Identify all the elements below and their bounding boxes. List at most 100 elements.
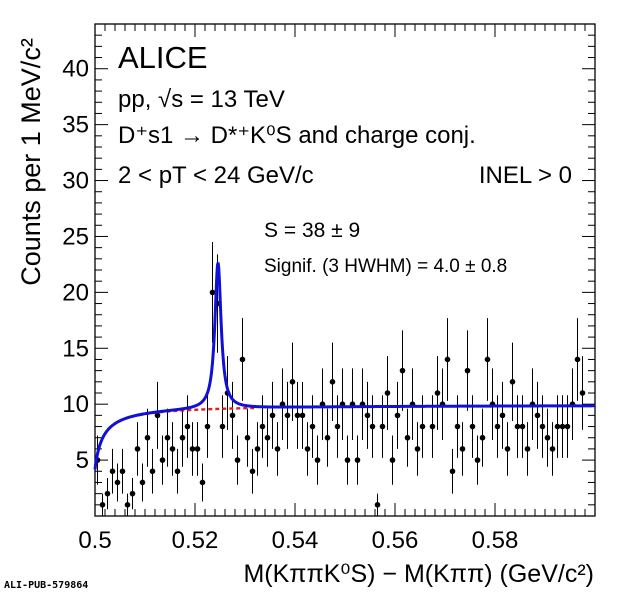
pt-range-label: 2 < pT < 24 GeV/c xyxy=(118,162,314,189)
data-point xyxy=(544,434,551,441)
y-tick-label: 25 xyxy=(62,223,89,250)
x-tick-label: 0.5 xyxy=(78,527,111,554)
data-point xyxy=(494,423,501,430)
data-point xyxy=(479,434,486,441)
data-point xyxy=(379,423,386,430)
data-point xyxy=(239,356,246,363)
data-point xyxy=(109,468,116,475)
data-point xyxy=(574,356,581,363)
decay-channel-label: D⁺s1 → D*⁺K⁰S and charge conj. xyxy=(118,122,476,149)
data-point xyxy=(499,412,506,419)
data-point xyxy=(554,423,561,430)
data-point xyxy=(264,434,271,441)
data-point xyxy=(539,423,546,430)
x-tick-label: 0.52 xyxy=(172,527,219,554)
x-axis-title: M(KππK⁰S) − M(Kππ) (GeV/c²) xyxy=(243,560,594,588)
data-point xyxy=(374,502,381,508)
data-point xyxy=(364,412,371,419)
data-point xyxy=(209,289,216,296)
data-point xyxy=(559,423,566,430)
data-point xyxy=(174,468,181,475)
data-point xyxy=(564,423,571,430)
y-axis-title: Counts per 1 MeV/c² xyxy=(16,38,46,286)
data-point xyxy=(234,457,241,463)
x-tick-label: 0.56 xyxy=(372,527,419,554)
data-point xyxy=(259,423,266,430)
data-point xyxy=(549,446,556,452)
y-tick-label: 10 xyxy=(62,391,89,418)
data-point xyxy=(404,434,411,441)
data-point xyxy=(304,446,311,452)
data-point xyxy=(179,434,186,441)
event-class-label: INEL > 0 xyxy=(479,162,572,189)
data-point xyxy=(299,412,306,419)
y-tick-label: 20 xyxy=(62,279,89,306)
axis-ticks: 0.5 0.52 0.54 0.56 0.58 5 10 15 20 25 30 35 40 xyxy=(62,23,596,554)
data-point xyxy=(199,479,206,486)
data-point xyxy=(129,490,136,497)
data-point xyxy=(384,390,391,396)
data-point xyxy=(399,367,406,374)
data-point xyxy=(139,479,146,486)
significance-label: Signif. (3 HWHM) = 4.0 ± 0.8 xyxy=(264,256,507,277)
y-tick-label: 15 xyxy=(62,335,89,362)
data-point xyxy=(354,457,361,463)
data-point xyxy=(134,446,141,452)
data-point xyxy=(119,468,126,475)
data-point xyxy=(344,457,351,463)
data-point xyxy=(484,356,491,363)
data-point xyxy=(324,434,331,441)
data-points xyxy=(94,242,586,516)
data-point xyxy=(289,379,296,385)
data-point xyxy=(164,434,171,441)
data-point xyxy=(329,379,336,385)
data-point xyxy=(534,412,541,419)
y-tick-label: 35 xyxy=(62,112,89,139)
data-point xyxy=(509,379,516,385)
data-point xyxy=(524,446,531,452)
publication-id: ALI-PUB-579864 xyxy=(4,580,88,591)
data-point xyxy=(229,412,236,419)
experiment-label: ALICE xyxy=(118,40,208,75)
data-point xyxy=(189,446,196,452)
data-point xyxy=(504,446,511,452)
data-point xyxy=(104,490,111,497)
total-fit-curve xyxy=(93,262,595,470)
data-point xyxy=(244,434,251,441)
signal-yield-label: S = 38 ± 9 xyxy=(264,219,360,242)
data-point xyxy=(294,412,301,419)
data-point xyxy=(284,412,291,419)
x-tick-label: 0.58 xyxy=(472,527,519,554)
data-point xyxy=(169,446,176,452)
y-tick-label: 40 xyxy=(62,56,89,83)
data-point xyxy=(334,423,341,430)
data-point xyxy=(149,468,156,475)
data-point xyxy=(579,390,586,396)
data-point xyxy=(154,412,161,419)
data-point xyxy=(194,446,201,452)
collision-system-label: pp, √s = 13 TeV xyxy=(118,86,285,113)
x-tick-label: 0.54 xyxy=(272,527,319,554)
data-point xyxy=(269,412,276,419)
data-point xyxy=(369,423,376,430)
data-point xyxy=(514,423,521,430)
data-point xyxy=(449,468,456,475)
data-point xyxy=(159,457,166,463)
data-point xyxy=(219,423,226,430)
data-point xyxy=(464,367,471,374)
data-point xyxy=(184,423,191,430)
data-point xyxy=(459,446,466,452)
data-point xyxy=(99,502,106,508)
data-point xyxy=(474,457,481,463)
data-point xyxy=(469,423,476,430)
data-point xyxy=(389,457,396,463)
data-point xyxy=(454,423,461,430)
data-point xyxy=(414,446,421,452)
data-point xyxy=(249,468,256,475)
y-tick-label: 30 xyxy=(62,168,89,195)
data-point xyxy=(309,423,316,430)
y-tick-label: 5 xyxy=(76,447,89,474)
data-point xyxy=(444,356,451,363)
data-point xyxy=(314,457,321,463)
